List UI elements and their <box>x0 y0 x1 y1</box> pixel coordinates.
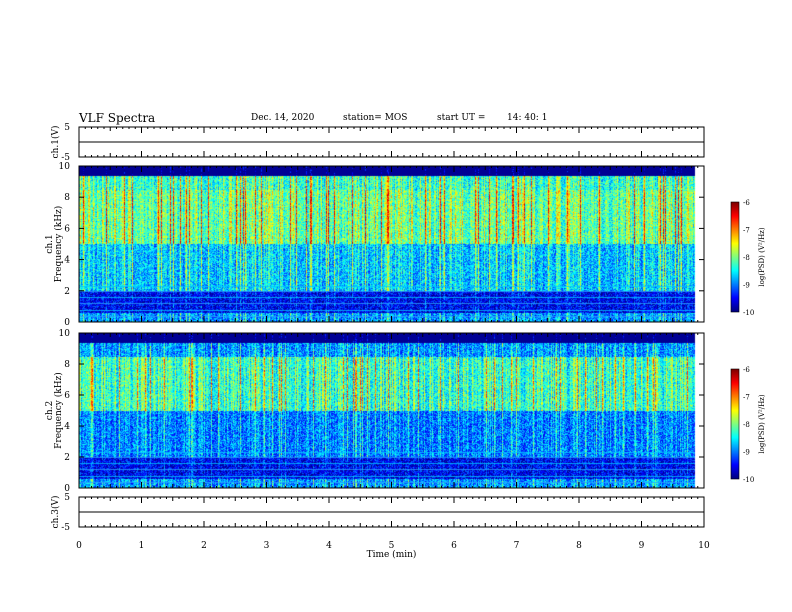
ch1-waveform-ytick-label: 5 <box>64 123 70 133</box>
ch1-spectrogram-ylabel: Frequency (kHz) <box>53 206 64 283</box>
ch1-spectrogram-ytick-label: 8 <box>64 193 70 203</box>
ch1-spectrogram-colorbar-tick: -10 <box>743 309 754 317</box>
ch1-spectrogram-colorbar-label: log(PSD) (V²/Hz) <box>758 227 766 286</box>
ch2-spectrogram-ytick-label: 6 <box>64 391 70 401</box>
ch2-spectrogram-heatmap <box>79 333 704 488</box>
ch1-spectrogram-colorbar-frame <box>730 201 740 313</box>
x-axis-label: Time (min) <box>367 549 417 560</box>
x-tick-label: 5 <box>389 541 395 551</box>
ch2-spectrogram-ylabel: Frequency (kHz) <box>53 372 64 449</box>
start-time-value: 14: 40: 1 <box>507 113 548 123</box>
ch1-spectrogram-ytick-label: 6 <box>64 224 70 234</box>
x-tick-label: 4 <box>326 541 332 551</box>
ch1-spectrogram-colorbar-tick: -6 <box>743 199 750 207</box>
x-tick-label: 3 <box>264 541 270 551</box>
ch2-spectrogram-colorbar-tick: -8 <box>743 421 750 429</box>
ch3-waveform-ytick-label: 5 <box>64 493 70 503</box>
x-tick-label: 8 <box>576 541 582 551</box>
ch2-spectrogram-colorbar <box>731 369 739 479</box>
ch1-waveform-ylabel: ch.1(V) <box>50 126 61 159</box>
ch2-spectrogram-ytick-label: 2 <box>64 453 70 463</box>
ch2-spectrogram-ytick-label: 4 <box>64 422 70 432</box>
x-tick-label: 0 <box>76 541 82 551</box>
ch1-spectrogram-ytick-label: 2 <box>64 287 70 297</box>
ch2-spectrogram-panel: 0 2 4 6 8 10 ch.2 Frequency (kHz) -6 -7 -8 -9 -10 log… <box>45 329 766 494</box>
date-label: Dec. 14, 2020 <box>251 113 315 123</box>
ch2-spectrogram-ylabel-channel: ch.2 <box>45 401 55 420</box>
x-tick-label: 9 <box>639 541 645 551</box>
ch1-spectrogram-colorbar-tick: -8 <box>743 254 750 262</box>
ch1-spectrogram-ytick-label: 4 <box>64 256 70 266</box>
ch3-waveform-ylabel: ch.3(V) <box>50 496 61 529</box>
ch1-spectrogram-heatmap <box>79 166 704 322</box>
ch2-spectrogram-colorbar-tick: -6 <box>743 366 750 374</box>
x-tick-label: 6 <box>451 541 457 551</box>
ch2-spectrogram-ytick-label: 0 <box>64 484 70 494</box>
x-tick-label: 7 <box>514 541 520 551</box>
start-ut-label: start UT = <box>437 113 486 123</box>
ch1-spectrogram-colorbar <box>731 202 739 312</box>
x-axis: 0 1 2 3 4 5 6 7 8 9 10 Time (min) <box>76 541 710 560</box>
ch1-spectrogram-colorbar-tick: -7 <box>743 227 750 235</box>
x-tick-label: 2 <box>201 541 207 551</box>
ch2-spectrogram-colorbar-tick: -10 <box>743 476 754 484</box>
ch1-spectrogram-ytick-label: 0 <box>64 318 70 328</box>
ch1-spectrogram-ytick-label: 10 <box>59 162 71 172</box>
ch2-spectrogram-ytick-label: 8 <box>64 360 70 370</box>
chart-title: VLF Spectra <box>79 111 156 125</box>
ch2-spectrogram-colorbar-frame <box>730 368 740 480</box>
ch1-spectrogram-ylabel-channel: ch.1 <box>45 234 55 253</box>
ch1-spectrogram-colorbar-tick: -9 <box>743 282 750 290</box>
ch3-waveform-panel: 5 -5ch.3(V) <box>50 493 705 533</box>
ch2-spectrogram-colorbar-tick: -9 <box>743 449 750 457</box>
station-label: station= MOS <box>343 113 408 123</box>
ch2-spectrogram-colorbar-tick: -7 <box>743 394 750 402</box>
ch1-waveform-ytick-label: -5 <box>61 153 70 163</box>
x-tick-label: 1 <box>139 541 145 551</box>
ch3-waveform-ytick-label: -5 <box>61 523 70 533</box>
ch2-spectrogram-colorbar-label: log(PSD) (V²/Hz) <box>758 394 766 453</box>
x-tick-label: 10 <box>698 541 710 551</box>
ch1-waveform-panel: 5 -5ch.1(V) <box>50 123 705 163</box>
ch1-spectrogram-panel: 0 2 4 6 8 10 ch.1 Frequency (kHz) -6 -7 -8 -9 -10 log… <box>45 162 766 328</box>
ch2-spectrogram-ytick-label: 10 <box>59 329 71 339</box>
